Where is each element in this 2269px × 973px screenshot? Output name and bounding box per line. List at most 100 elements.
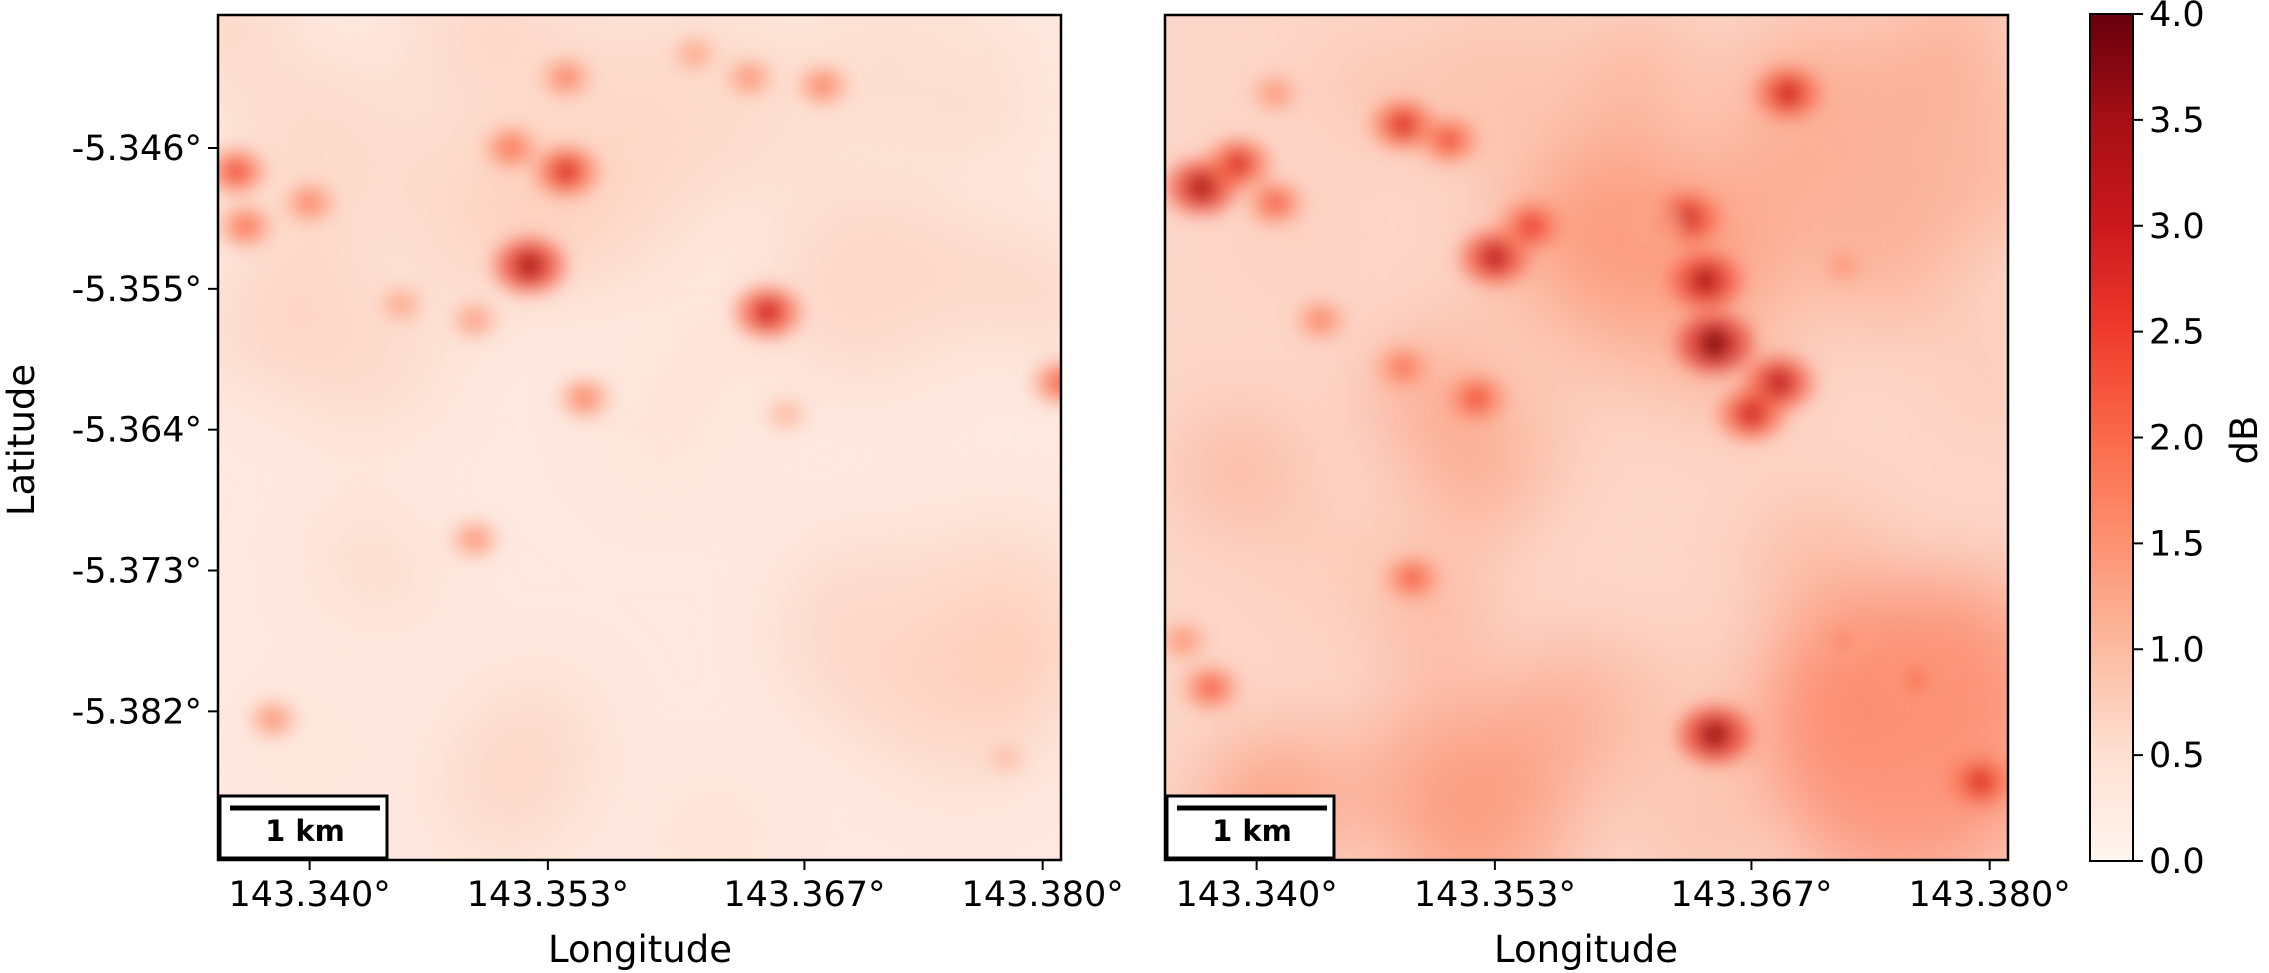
- texture-blob: [1573, 27, 1689, 144]
- hotspot: [234, 215, 257, 238]
- hotspot: [263, 709, 283, 730]
- right-heatmap-hotspots: [1165, 68, 2008, 806]
- colorbar-tick-label: 3.0: [2149, 207, 2205, 247]
- texture-blob: [241, 683, 372, 813]
- hotspot: [739, 67, 760, 88]
- hotspot: [514, 250, 545, 281]
- texture-blob: [1943, 326, 2008, 425]
- x-tick-label: 143.340°: [1176, 875, 1338, 915]
- colorbar-tick-label: 4.0: [2149, 0, 2205, 35]
- right-x-axis-label: Longitude: [1494, 928, 1678, 971]
- hotspot: [754, 298, 782, 327]
- hotspot: [1173, 631, 1194, 651]
- texture-blob: [412, 15, 558, 105]
- y-tick-label: -5.346°: [72, 129, 202, 169]
- colorbar-label: dB: [2223, 416, 2266, 465]
- hotspot: [1225, 150, 1252, 177]
- colorbar-tick-label: 0.0: [2149, 842, 2205, 882]
- texture-blob: [1644, 786, 1759, 860]
- left-x-ticks: 143.340° 143.353° 143.367° 143.380°: [229, 860, 1124, 915]
- y-axis-label: Latitude: [0, 364, 43, 516]
- colorbar: 0.0 0.5 1.0 1.5 2.0 2.5 3.0 3.5 4.0 dB: [2089, 0, 2266, 882]
- y-tick-label: -5.382°: [72, 692, 202, 732]
- texture-blob: [1358, 688, 1543, 860]
- left-plot-frame: [216, 13, 1063, 862]
- hotspot: [1263, 191, 1287, 215]
- right-plot-frame: [1163, 13, 2010, 862]
- left-x-axis-label: Longitude: [548, 928, 732, 971]
- texture-blob: [352, 539, 436, 623]
- x-tick-label: 143.353°: [1414, 875, 1576, 915]
- texture-blob: [666, 15, 859, 206]
- left-heatmap-hotspots: [218, 37, 1061, 774]
- hotspot: [1764, 368, 1794, 398]
- texture-blob: [580, 346, 747, 512]
- hotspot: [555, 67, 577, 89]
- left-y-ticks: -5.346° -5.355° -5.364° -5.373° -5.382°: [72, 129, 218, 732]
- hotspot: [1199, 676, 1223, 700]
- hotspot: [465, 310, 485, 330]
- texture-blob: [1879, 248, 1973, 342]
- x-tick-label: 143.367°: [723, 875, 885, 915]
- texture-blob: [650, 772, 776, 860]
- hotspot: [464, 529, 485, 550]
- colorbar-tick-label: 2.0: [2149, 419, 2205, 459]
- hotspot: [1774, 79, 1802, 107]
- right-x-ticks: 143.340° 143.353° 143.367° 143.380°: [1176, 860, 2071, 915]
- texture-blob: [226, 56, 412, 242]
- x-tick-label: 143.380°: [1909, 875, 2071, 915]
- texture-blob: [1008, 251, 1061, 355]
- texture-blob: [1896, 15, 2007, 97]
- hotspot: [574, 387, 595, 409]
- texture-blob: [243, 222, 362, 341]
- hotspot: [1967, 768, 1994, 795]
- texture-blob: [872, 305, 969, 402]
- right-heatmap-panel: 1 km 143.340° 143.353° 143.367° 143.380° Lo…: [1163, 13, 2071, 971]
- hotspot: [1265, 83, 1285, 104]
- x-tick-label: 143.340°: [229, 875, 391, 915]
- hotspot-halo: [1033, 361, 1061, 404]
- hotspot: [1698, 327, 1731, 360]
- left-scalebar-label: 1 km: [265, 814, 345, 848]
- right-scalebar: 1 km: [1165, 794, 1336, 860]
- texture-blob: [1180, 411, 1301, 532]
- hotspot: [1390, 111, 1417, 138]
- left-scalebar: 1 km: [218, 794, 389, 860]
- colorbar-tick-label: 3.5: [2149, 101, 2205, 141]
- hotspot: [1186, 172, 1217, 203]
- right-scalebar-label: 1 km: [1212, 814, 1292, 848]
- hotspot: [1437, 128, 1462, 153]
- hotspot: [1400, 566, 1424, 590]
- hotspot: [1690, 266, 1721, 296]
- hotspot: [1480, 243, 1510, 272]
- colorbar-tick-label: 1.5: [2149, 524, 2205, 564]
- y-tick-label: -5.364°: [72, 411, 202, 451]
- texture-blob: [1756, 573, 2008, 860]
- hotspot: [500, 137, 523, 159]
- hotspot: [685, 44, 704, 64]
- colorbar-tick-label: 1.0: [2149, 630, 2205, 670]
- texture-blob: [471, 671, 602, 803]
- hotspot: [1905, 669, 1928, 691]
- y-tick-label: -5.355°: [72, 270, 202, 310]
- hotspot: [1310, 309, 1332, 331]
- hotspot: [391, 295, 411, 314]
- hotspot: [777, 405, 795, 423]
- hotspot: [553, 158, 580, 185]
- colorbar-tick-label: 0.5: [2149, 736, 2205, 776]
- hotspot: [997, 749, 1015, 767]
- y-tick-label: -5.373°: [72, 552, 202, 592]
- hotspot: [1832, 630, 1854, 652]
- hotspot: [812, 74, 834, 96]
- hotspot: [1699, 719, 1731, 751]
- hotspot: [1392, 356, 1415, 379]
- hotspot: [1833, 255, 1853, 276]
- texture-blob: [1263, 489, 1413, 640]
- hotspot: [1737, 400, 1766, 428]
- hotspot: [299, 192, 321, 214]
- x-tick-label: 143.353°: [467, 875, 629, 915]
- texture-blob: [1891, 76, 2008, 240]
- hotspot: [224, 159, 249, 184]
- colorbar-gradient: [2089, 13, 2134, 862]
